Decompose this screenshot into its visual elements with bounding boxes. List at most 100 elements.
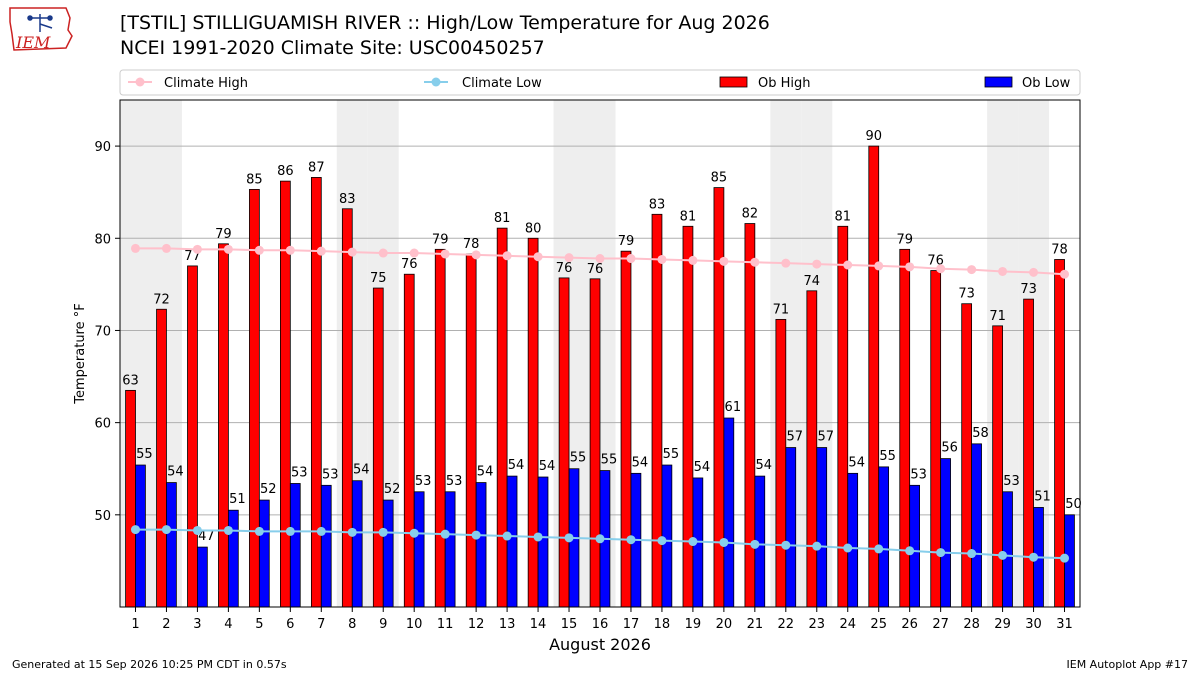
ob-low-label: 53 <box>291 465 308 480</box>
ob-low-bar <box>475 482 487 608</box>
ob-high-label: 81 <box>835 209 852 224</box>
ob-high-bar <box>434 248 446 608</box>
ob-low-bar <box>382 499 394 608</box>
ob-high-bar <box>372 287 384 608</box>
climate-high-point <box>688 255 698 265</box>
ob-low-bar <box>1033 507 1044 608</box>
ob-high-label: 79 <box>432 232 449 247</box>
climate-high-point <box>874 261 884 271</box>
climate-high-point <box>936 264 946 274</box>
ob-high-label: 76 <box>587 262 604 277</box>
legend-climate-low-label: Climate Low <box>462 76 542 91</box>
ob-low-label: 54 <box>848 455 865 470</box>
y-tick-label: 80 <box>94 232 111 247</box>
climate-low-point <box>440 529 450 539</box>
ob-high-bar <box>187 265 198 608</box>
y-tick-label: 60 <box>94 417 111 432</box>
ob-high-label: 85 <box>711 171 728 186</box>
ob-high-label: 78 <box>463 237 480 252</box>
ob-high-bar <box>527 237 539 608</box>
climate-low-line <box>135 528 1065 560</box>
ob-high-label: 73 <box>1020 282 1037 297</box>
ob-low-bar <box>320 484 332 608</box>
ob-low-bar <box>847 472 859 608</box>
climate-high-line <box>135 247 1065 276</box>
ob-high-label: 75 <box>370 271 387 286</box>
ob-low-bar <box>723 417 735 608</box>
plot-frame <box>119 99 1081 608</box>
ob-low-bar <box>599 470 611 608</box>
x-tick-label: 15 <box>561 617 578 632</box>
y-tick-label: 50 <box>94 509 111 524</box>
ob-low-label: 55 <box>663 447 680 462</box>
climate-low-point <box>688 537 698 547</box>
ob-high-label: 86 <box>277 164 294 179</box>
ob-high-label: 85 <box>246 172 263 187</box>
ob-high-label: 82 <box>742 207 759 222</box>
x-tick-label: 20 <box>716 617 733 632</box>
weekend-shade <box>553 100 585 607</box>
ob-high-bar <box>806 290 818 608</box>
climate-low-point <box>1029 552 1039 562</box>
climate-high-point <box>502 251 512 261</box>
climate-low-point <box>316 526 326 536</box>
ob-low-label: 50 <box>1065 497 1082 512</box>
climate-high-point <box>471 250 481 260</box>
ob-low-label: 53 <box>322 467 339 482</box>
ob-low-label: 53 <box>910 467 927 482</box>
x-tick-label: 22 <box>778 617 795 632</box>
ob-high-bar <box>341 208 353 608</box>
ob-high-label: 83 <box>339 192 356 207</box>
climate-high-point <box>564 253 574 263</box>
climate-low-point <box>409 528 419 538</box>
legend-climate-high-label: Climate High <box>164 76 248 91</box>
ob-low-label: 54 <box>477 465 494 480</box>
ob-high-label: 76 <box>927 254 944 269</box>
climate-high-point <box>1029 267 1039 277</box>
ob-low-bar <box>506 475 518 608</box>
chart-subtitle: NCEI 1991-2020 Climate Site: USC00450257 <box>120 37 545 59</box>
ob-low-bar <box>197 546 208 608</box>
x-tick-label: 2 <box>162 617 170 632</box>
legend-ob-high-label: Ob High <box>758 76 811 91</box>
ob-high-bar <box>775 318 787 608</box>
ob-high-label: 87 <box>308 160 325 175</box>
climate-low-point <box>223 525 233 535</box>
ob-high-bar <box>156 308 167 608</box>
climate-high-point <box>812 259 822 269</box>
ob-high-bar <box>961 303 973 608</box>
chart-title: [TSTIL] STILLIGUAMISH RIVER :: High/Low … <box>120 12 770 34</box>
climate-high-point <box>192 244 202 254</box>
weekend-shade <box>1018 100 1050 607</box>
climate-high-point <box>347 247 357 257</box>
ob-high-bar <box>589 278 601 608</box>
x-tick-label: 1 <box>131 617 139 632</box>
x-tick-label: 21 <box>747 617 764 632</box>
climate-high-point <box>1060 269 1070 279</box>
ob-low-bar <box>444 491 456 608</box>
legend-ob-high-swatch <box>719 76 748 88</box>
legend-ob-low-label: Ob Low <box>1022 76 1071 91</box>
climate-low-point <box>657 536 667 546</box>
climate-high-point <box>533 252 543 262</box>
ob-high-bar <box>620 250 632 608</box>
ob-high-bar <box>218 243 229 608</box>
weekend-shade <box>770 100 802 607</box>
x-tick-label: 31 <box>1056 617 1073 632</box>
x-tick-label: 4 <box>224 617 232 632</box>
climate-high-point <box>657 254 667 264</box>
y-axis-label: Temperature °F <box>73 303 88 404</box>
ob-high-bar <box>249 189 260 608</box>
x-tick-label: 10 <box>406 617 423 632</box>
climate-low-point <box>347 527 357 537</box>
ob-high-bar <box>899 248 911 608</box>
ob-high-label: 79 <box>618 234 635 249</box>
ob-high-label: 79 <box>215 227 232 242</box>
x-tick-label: 8 <box>348 617 356 632</box>
climate-low-point <box>285 526 295 536</box>
ob-low-label: 54 <box>539 459 556 474</box>
ob-high-bar <box>280 180 291 608</box>
weekend-shade <box>120 100 151 607</box>
ob-high-bar <box>992 325 1003 608</box>
ob-high-bar <box>465 253 477 608</box>
